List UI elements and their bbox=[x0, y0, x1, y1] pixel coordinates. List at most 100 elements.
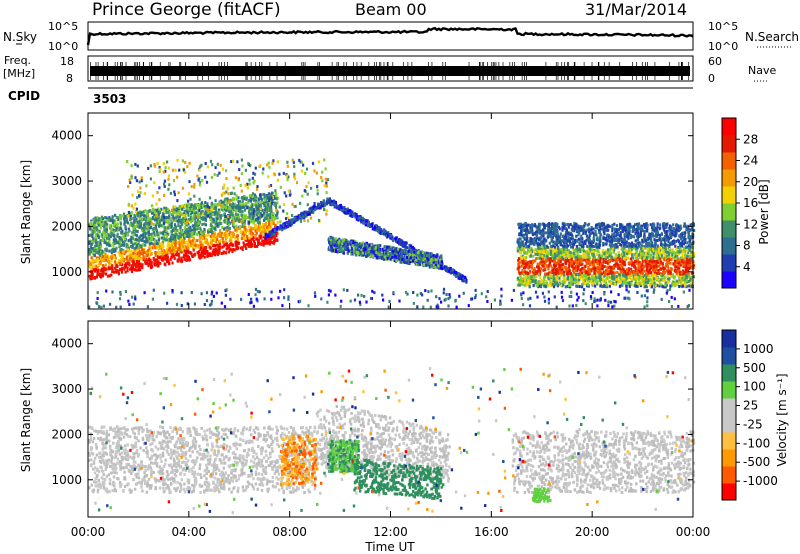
power-cell bbox=[148, 222, 151, 226]
power-cell bbox=[378, 231, 382, 235]
power-cell bbox=[273, 234, 277, 238]
freq-y-tick-bottom: 8 bbox=[66, 72, 73, 85]
power-cell bbox=[162, 215, 166, 219]
power-cell bbox=[244, 236, 247, 240]
power-cell bbox=[234, 212, 238, 216]
power-cell bbox=[409, 256, 412, 260]
power-cell bbox=[192, 214, 195, 217]
power-cell bbox=[383, 245, 386, 249]
power-cell bbox=[128, 214, 131, 218]
power-cell bbox=[135, 253, 138, 257]
power-cell bbox=[213, 238, 217, 242]
power-cell bbox=[147, 264, 150, 268]
power-cell bbox=[624, 281, 627, 285]
power-cell bbox=[264, 198, 267, 202]
power-cell bbox=[348, 209, 352, 212]
power-cell bbox=[253, 241, 256, 245]
power-cell bbox=[172, 215, 175, 219]
power-cell bbox=[223, 232, 226, 235]
power-cell bbox=[152, 256, 155, 260]
power-cell bbox=[113, 240, 116, 244]
power-cell bbox=[600, 261, 603, 265]
power-cell bbox=[216, 243, 219, 247]
power-cell bbox=[157, 212, 160, 216]
power-cell bbox=[244, 216, 247, 220]
power-cell bbox=[233, 225, 236, 229]
power-cell bbox=[112, 228, 115, 232]
power-cell bbox=[167, 187, 170, 191]
power-cell bbox=[254, 234, 257, 238]
power-cell bbox=[158, 245, 161, 249]
power-cell bbox=[214, 199, 217, 203]
power-cell bbox=[367, 253, 370, 257]
power-cell bbox=[267, 223, 270, 227]
power-cell bbox=[227, 217, 230, 221]
power-cell bbox=[247, 244, 250, 248]
power-cell bbox=[126, 243, 129, 247]
power-cell bbox=[551, 267, 554, 270]
power-cell bbox=[234, 218, 237, 222]
power-cell bbox=[269, 184, 273, 187]
power-cell bbox=[360, 220, 363, 224]
power-cell bbox=[336, 250, 339, 254]
power-cell bbox=[178, 214, 181, 218]
power-cell bbox=[97, 263, 100, 267]
power-cell bbox=[182, 217, 185, 221]
power-cell bbox=[523, 233, 526, 237]
power-cell bbox=[107, 257, 110, 261]
power-cell bbox=[137, 260, 140, 264]
power-cell bbox=[124, 225, 127, 229]
power-cell bbox=[99, 274, 102, 278]
power-cell bbox=[174, 241, 177, 245]
power-cell bbox=[161, 245, 165, 249]
power-cell bbox=[249, 238, 252, 242]
power-cell bbox=[193, 228, 196, 232]
power-cell bbox=[150, 236, 153, 240]
power-cell bbox=[216, 251, 219, 255]
power-cell bbox=[405, 251, 408, 255]
power-cell bbox=[249, 204, 252, 208]
power-cell bbox=[164, 226, 167, 230]
power-cell bbox=[141, 249, 144, 253]
power-cell bbox=[268, 219, 271, 223]
power-cell bbox=[267, 207, 270, 211]
power-cell bbox=[274, 194, 277, 198]
power-cell bbox=[270, 218, 273, 222]
power-cell bbox=[232, 248, 235, 251]
power-cell bbox=[139, 262, 142, 266]
power-cell bbox=[263, 208, 267, 212]
power-cell bbox=[186, 245, 189, 249]
power-cell bbox=[134, 256, 137, 260]
power-cell bbox=[177, 252, 180, 256]
power-cell bbox=[348, 249, 351, 253]
power-cell bbox=[365, 243, 368, 247]
power-cell bbox=[106, 225, 109, 229]
power-cell bbox=[184, 215, 187, 219]
power-cell bbox=[209, 246, 212, 250]
power-cell bbox=[193, 217, 196, 221]
power-cell bbox=[248, 215, 251, 219]
power-cell bbox=[247, 201, 250, 204]
power-cell bbox=[182, 212, 185, 216]
power-cell bbox=[194, 224, 197, 228]
power-cell bbox=[119, 250, 122, 254]
power-cell bbox=[182, 255, 185, 259]
power-cell bbox=[101, 234, 104, 238]
power-cell bbox=[162, 170, 165, 174]
power-cell bbox=[129, 217, 133, 221]
power-cell bbox=[237, 200, 240, 204]
power-cell bbox=[150, 204, 154, 208]
power-cell bbox=[359, 252, 362, 256]
power-cell bbox=[199, 180, 202, 184]
power-cell bbox=[110, 232, 113, 236]
power-cell bbox=[228, 248, 231, 252]
power-cell bbox=[210, 227, 213, 231]
power-cell bbox=[228, 200, 231, 204]
power-cell bbox=[169, 249, 172, 253]
power-cell bbox=[278, 205, 281, 209]
power-cell bbox=[163, 193, 166, 197]
power-cell bbox=[320, 201, 323, 204]
power-cell bbox=[105, 230, 108, 234]
power-cell bbox=[234, 240, 237, 244]
